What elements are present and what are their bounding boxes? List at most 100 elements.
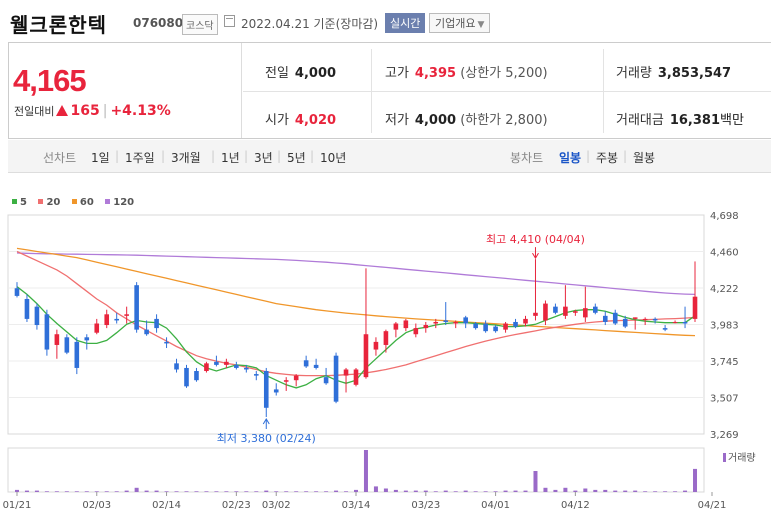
period-1y[interactable]: 1년 — [221, 151, 240, 165]
volume-bar — [613, 490, 618, 492]
stock-code: 076080 — [133, 16, 184, 30]
candle-body — [503, 323, 508, 330]
candle-body — [234, 364, 239, 368]
legend-swatch — [12, 199, 17, 204]
day-high: 고가 4,395 (상한가 5,200) — [385, 62, 548, 81]
candle-body — [293, 375, 299, 381]
open-label: 시가 — [265, 113, 289, 128]
candle-body — [154, 318, 159, 329]
volume-bar — [553, 489, 558, 492]
volume-bar — [64, 491, 69, 492]
x-tick-label: 03/02 — [262, 500, 291, 511]
ma60-line — [16, 247, 696, 337]
divider: | — [586, 149, 591, 163]
open-value: 4,020 — [294, 113, 337, 128]
volume-bar — [34, 490, 39, 492]
day-low: 저가 4,000 (하한가 2,800) — [385, 109, 548, 128]
period-3m[interactable]: 3개월 — [171, 151, 201, 165]
candle-body — [134, 285, 139, 330]
candle-body — [343, 369, 349, 376]
candle-body — [413, 328, 419, 335]
volume-bar — [124, 490, 129, 492]
candle-body — [612, 312, 618, 324]
period-1d[interactable]: 1일 — [91, 151, 110, 165]
candle-body — [553, 306, 558, 313]
volume-legend-label: 거래량 — [728, 452, 756, 464]
candle-body — [94, 323, 100, 333]
candle-body — [393, 323, 399, 330]
candle-weekly[interactable]: 주봉 — [596, 151, 619, 165]
ma-legend: 5 20 60 120 — [12, 197, 142, 208]
volume-value: 3,853,547 — [657, 66, 732, 81]
low-marker-arrowhead — [262, 418, 270, 425]
period-10y[interactable]: 10년 — [320, 151, 347, 165]
divider: | — [623, 149, 628, 163]
divider: | — [244, 149, 249, 163]
day-low-label: 저가 — [385, 113, 409, 128]
candle-body — [692, 296, 698, 319]
candle-body — [323, 377, 329, 384]
candle-body — [14, 288, 20, 296]
candle-chart-label[interactable]: 봉차트 — [510, 151, 544, 165]
chart-toolbar: 선차트 1일 | 1주일 | 3개월 | 1년 | 3년 | 5년 | 10년 … — [8, 140, 771, 173]
lower-limit: (하한가 2,800) — [460, 113, 548, 128]
candle-body — [24, 298, 30, 319]
candle-body — [533, 312, 538, 316]
stock-name: 웰크론한텍 — [10, 13, 107, 37]
up-triangle-icon — [56, 105, 69, 116]
candle-body — [54, 334, 60, 345]
candle-body — [313, 364, 319, 368]
candle-body — [403, 320, 409, 329]
realtime-button[interactable]: 실시간 — [385, 13, 426, 33]
volume-bar — [583, 488, 588, 492]
candle-body — [84, 337, 90, 341]
upper-limit: (상한가 5,200) — [460, 66, 548, 81]
volume-bar — [24, 490, 29, 492]
y-tick-label: 4,460 — [710, 248, 739, 259]
volume-bar — [154, 490, 159, 492]
summary-grid: 전일 4,000 고가 4,395 (상한가 5,200) 거래량 3,853,547… — [243, 43, 771, 138]
period-1w[interactable]: 1주일 — [125, 151, 155, 165]
volume-bar — [204, 491, 209, 492]
volume-bar — [503, 490, 508, 492]
candle-body — [602, 315, 608, 322]
x-tick-label: 02/14 — [152, 500, 181, 511]
column-divider — [603, 49, 604, 133]
volume-bar — [234, 491, 239, 492]
stock-header: 웰크론한텍 076080 코스닥 2022.04.21 기준(장마감) 실시간 … — [0, 0, 771, 42]
volume-bar — [274, 491, 279, 492]
volume-bar — [344, 491, 349, 492]
x-tick-label: 04/01 — [481, 500, 510, 511]
candle-body — [164, 341, 169, 344]
x-tick-label: 01/21 — [3, 500, 32, 511]
legend-ma5-label: 5 — [20, 197, 27, 208]
candle-body — [483, 323, 488, 332]
candle-body — [353, 369, 359, 385]
amount-value: 16,381 — [669, 113, 721, 128]
candle-body — [543, 303, 548, 321]
candle-daily[interactable]: 일봉 — [559, 151, 582, 165]
period-3y[interactable]: 3년 — [254, 151, 273, 165]
volume-frame — [7, 447, 705, 493]
volume-bar — [543, 487, 548, 492]
volume-bar — [254, 491, 259, 492]
volume-bar — [74, 491, 79, 492]
period-5y[interactable]: 5년 — [287, 151, 306, 165]
calendar-icon — [224, 15, 235, 27]
line-chart-label[interactable]: 선차트 — [43, 151, 77, 165]
company-info-dropdown[interactable]: 기업개요 ▼ — [429, 13, 491, 33]
candle-monthly[interactable]: 월봉 — [633, 151, 656, 165]
candle-body — [363, 334, 369, 378]
volume-bar — [683, 490, 688, 492]
current-price-cell: 4,165 전일대비 165 | +4.13% — [9, 43, 242, 138]
prev-close-value: 4,000 — [294, 66, 337, 81]
current-price: 4,165 — [13, 63, 87, 98]
x-tick-label: 02/03 — [82, 500, 111, 511]
volume-bar — [44, 491, 49, 492]
volume-bar — [373, 486, 378, 492]
legend-swatch — [105, 199, 111, 204]
legend-ma60: 60 — [71, 197, 94, 208]
volume-bar — [533, 471, 538, 492]
volume-bar — [363, 450, 368, 492]
